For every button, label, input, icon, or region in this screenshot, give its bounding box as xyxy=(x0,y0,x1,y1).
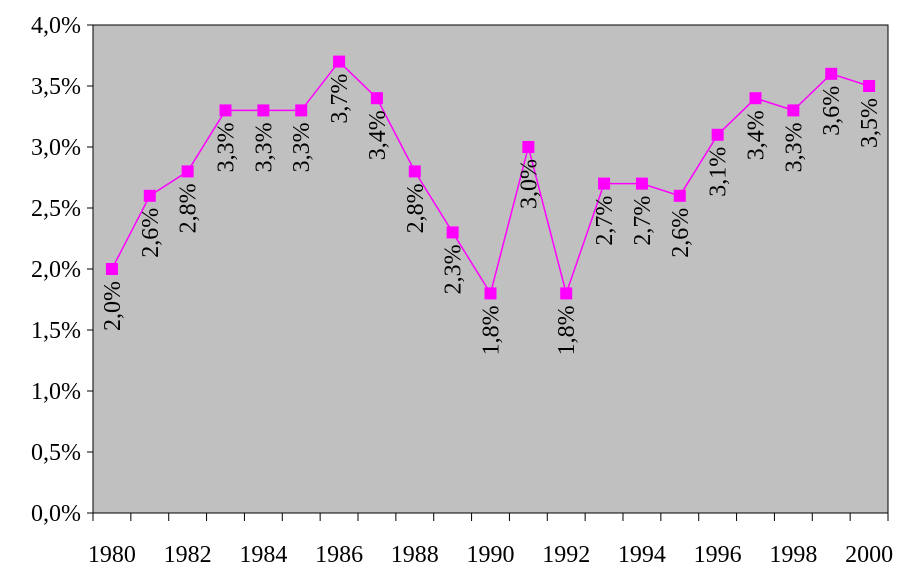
data-label: 3,4% xyxy=(744,110,770,160)
data-label: 2,8% xyxy=(176,183,202,233)
y-tick-label: 0,5% xyxy=(31,440,81,466)
data-point xyxy=(408,165,421,178)
data-point xyxy=(711,128,724,141)
data-point xyxy=(560,287,573,300)
data-label: 3,3% xyxy=(289,122,315,172)
data-label: 3,6% xyxy=(819,86,845,136)
y-tick-label: 4,0% xyxy=(31,13,81,39)
y-tick-label: 3,5% xyxy=(31,74,81,100)
x-tick-label: 1980 xyxy=(88,542,136,568)
y-tick-label: 2,5% xyxy=(31,196,81,222)
data-point xyxy=(181,165,194,178)
x-tick-label: 1994 xyxy=(618,542,666,568)
data-point xyxy=(105,263,118,275)
data-label: 3,7% xyxy=(327,74,353,124)
y-tick-label: 3,0% xyxy=(31,135,81,161)
data-point xyxy=(673,189,686,202)
x-tick-label: 1982 xyxy=(164,542,212,568)
data-label: 2,0% xyxy=(100,281,126,331)
data-label: 3,3% xyxy=(214,122,240,172)
data-label: 1,8% xyxy=(479,305,505,355)
axes: 0,0% 0,5% 1,0% 1,5% 2,0% 2,5% 3,0% 3,5% 4,0% 1980… xyxy=(31,13,893,568)
data-point xyxy=(863,80,876,92)
data-label: 2,6% xyxy=(138,208,164,258)
data-point xyxy=(295,104,308,117)
data-label: 3,1% xyxy=(706,147,732,197)
data-point xyxy=(219,104,232,117)
x-tick-label: 1986 xyxy=(315,542,363,568)
data-point xyxy=(257,104,270,117)
data-label: 3,0% xyxy=(516,159,542,209)
x-tick-label: 1998 xyxy=(769,542,817,568)
y-tick-label: 2,0% xyxy=(31,257,81,283)
data-point xyxy=(370,92,383,105)
x-tick-label: 1992 xyxy=(542,542,590,568)
data-label: 2,3% xyxy=(441,244,467,294)
x-tick-label: 1984 xyxy=(239,542,287,568)
data-label: 2,7% xyxy=(592,196,618,246)
x-tick-label: 1988 xyxy=(391,542,439,568)
data-label: 3,5% xyxy=(857,98,883,148)
data-point xyxy=(143,189,156,202)
series-group xyxy=(105,55,876,300)
data-point xyxy=(635,177,648,190)
data-point xyxy=(825,67,838,80)
data-point xyxy=(598,177,611,190)
data-label: 1,8% xyxy=(554,305,580,355)
y-tick-label: 1,0% xyxy=(31,379,81,405)
data-label: 2,8% xyxy=(403,183,429,233)
x-tick-label: 1996 xyxy=(694,542,742,568)
data-point xyxy=(484,287,497,300)
x-tick-label: 1990 xyxy=(467,542,515,568)
data-label: 2,7% xyxy=(630,196,656,246)
data-point xyxy=(749,92,762,105)
data-label: 3,3% xyxy=(781,122,807,172)
data-point xyxy=(522,141,535,153)
data-label: 3,4% xyxy=(365,110,391,160)
data-label: 2,6% xyxy=(668,208,694,258)
data-point xyxy=(446,226,459,239)
y-tick-label: 1,5% xyxy=(31,318,81,344)
data-point xyxy=(333,55,346,68)
data-point xyxy=(787,104,800,117)
plot-area xyxy=(92,24,889,514)
y-tick-label: 0,0% xyxy=(31,501,81,527)
x-tick-label: 2000 xyxy=(845,542,893,568)
data-label: 3,3% xyxy=(251,122,277,172)
data-labels: 2,0% 2,6% 2,8% 3,3% 3,3% 3,3% 3,7% 3,4% 2,8% 2,3%… xyxy=(100,74,883,356)
